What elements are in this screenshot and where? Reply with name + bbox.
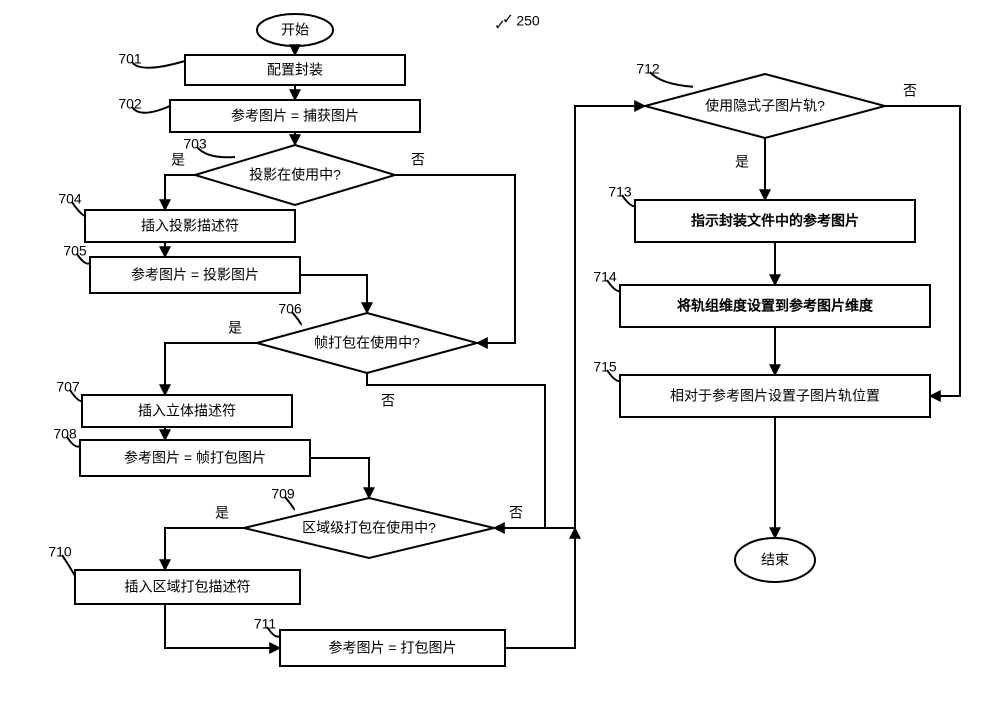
tag-702: 702 (118, 96, 142, 112)
process-label-n707: 插入立体描述符 (138, 403, 236, 419)
process-label-n708: 参考图片 = 帧打包图片 (124, 450, 266, 466)
edge-label-d706-n707: 是 (228, 320, 242, 336)
decision-label-d706: 帧打包在使用中? (314, 335, 420, 351)
tag-711: 711 (254, 616, 277, 632)
figure-number: 250 (516, 13, 540, 29)
tag-706: 706 (278, 301, 302, 317)
process-label-n702: 参考图片 = 捕获图片 (231, 108, 359, 124)
tag-701: 701 (118, 51, 142, 67)
process-label-n701: 配置封装 (267, 62, 323, 78)
edge-d712-n715 (885, 106, 960, 396)
tag-715: 715 (593, 359, 617, 375)
edge-d706-n707 (165, 343, 257, 395)
tag-705: 705 (63, 243, 87, 259)
tag-712: 712 (636, 61, 660, 77)
edge-n708-d709 (310, 458, 369, 498)
terminal-label-end: 结束 (761, 552, 789, 568)
flowchart: ✓✓250开始配置封装701参考图片 = 捕获图片702投影在使用中?703插入… (0, 0, 1000, 723)
process-label-n704: 插入投影描述符 (141, 218, 239, 234)
edge-label-d709-n710: 是 (215, 505, 229, 521)
edge-d703-d706 (395, 175, 515, 343)
tag-713: 713 (608, 184, 632, 200)
edge-d703-n704 (165, 175, 195, 210)
process-label-n711: 参考图片 = 打包图片 (329, 640, 457, 656)
tag-710: 710 (48, 544, 72, 560)
terminal-label-start: 开始 (281, 22, 309, 38)
process-label-n714: 将轨组维度设置到参考图片维度 (677, 298, 874, 314)
tag-708: 708 (53, 426, 77, 442)
tag-704: 704 (58, 191, 82, 207)
edge-label-d706-d709: 否 (381, 393, 395, 409)
edge-n711-d712 (505, 528, 575, 648)
figure-check-marks: ✓ (502, 11, 514, 27)
tag-709: 709 (271, 486, 295, 502)
edge-label-d703-n704: 是 (171, 152, 185, 168)
edge-label-d703-d706: 否 (411, 152, 425, 168)
process-label-n705: 参考图片 = 投影图片 (131, 267, 259, 283)
tag-707: 707 (56, 379, 80, 395)
process-label-n713: 指示封装文件中的参考图片 (691, 213, 859, 229)
process-label-n710: 插入区域打包描述符 (125, 579, 251, 595)
tag-703: 703 (183, 136, 207, 152)
decision-label-d712: 使用隐式子图片轨? (705, 98, 825, 114)
edge-label-d712-n713: 是 (735, 154, 749, 170)
edge-d709-n710 (165, 528, 244, 570)
edge-label-d709-d712: 否 (509, 505, 523, 521)
edge-label-d712-n715: 否 (903, 83, 917, 99)
decision-label-d703: 投影在使用中? (249, 167, 341, 183)
decision-label-d709: 区域级打包在使用中? (302, 520, 436, 536)
edge-n705-d706 (300, 275, 367, 313)
process-label-n715: 相对于参考图片设置子图片轨位置 (670, 388, 880, 404)
tag-714: 714 (593, 269, 617, 285)
